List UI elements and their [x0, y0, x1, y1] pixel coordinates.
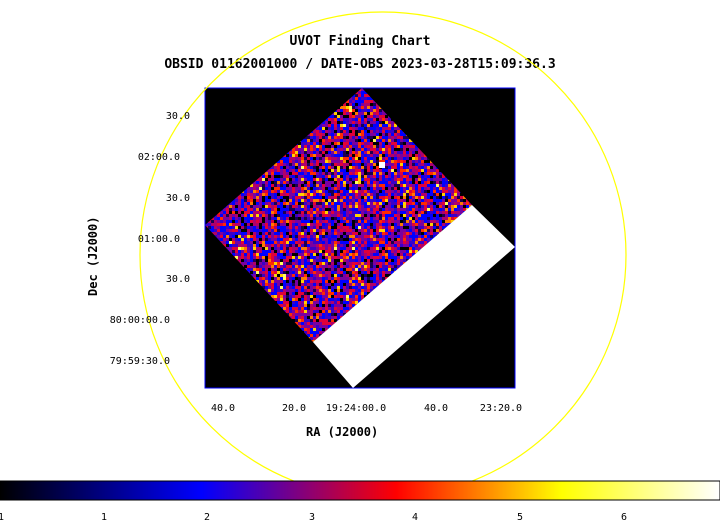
y-tick-label: 01:00.0	[110, 234, 180, 245]
colorbar-tick-label: 2	[197, 512, 217, 523]
colorbar	[0, 481, 720, 500]
colorbar-tick-label: 3	[302, 512, 322, 523]
x-axis-label: RA (J2000)	[306, 425, 378, 439]
colorbar-tick-label: 6	[614, 512, 634, 523]
colorbar-tick-label: 1	[94, 512, 114, 523]
y-tick-label: 30.0	[120, 193, 190, 204]
colorbar-tick-label: 4	[405, 512, 425, 523]
y-tick-label: 30.0	[120, 111, 190, 122]
colorbar-tick-label: 5	[510, 512, 530, 523]
y-tick-label: 02:00.0	[110, 152, 180, 163]
x-tick-label: 40.0	[183, 403, 263, 414]
y-tick-label: 79:59:30.0	[100, 356, 170, 367]
x-tick-label: 19:24:00.0	[316, 403, 396, 414]
y-tick-label: 30.0	[120, 274, 190, 285]
bright-source	[379, 162, 385, 168]
y-tick-label: 80:00:00.0	[100, 315, 170, 326]
y-axis-label: Dec (J2000)	[86, 217, 100, 296]
colorbar-tick-label: 1	[0, 512, 11, 523]
x-tick-label: 23:20.0	[461, 403, 541, 414]
